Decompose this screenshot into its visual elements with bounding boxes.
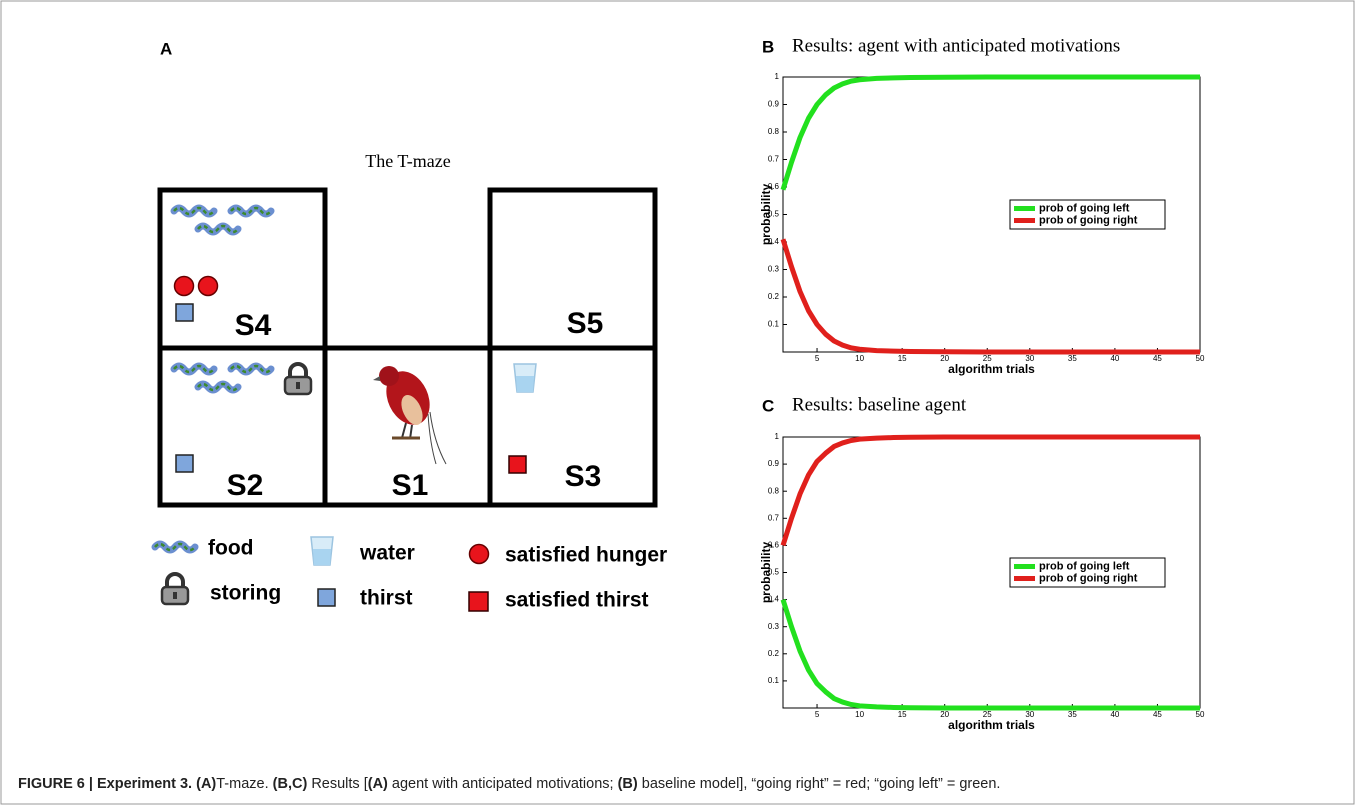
y-tick-label: 0.8: [768, 486, 780, 495]
legend-label: prob of going right: [1039, 572, 1138, 584]
chart-title: Results: agent with anticipated motivati…: [792, 35, 1120, 56]
y-tick-label: 0.6: [768, 182, 780, 191]
legend-label: satisfied hunger: [505, 544, 667, 567]
series-line: [780, 238, 1200, 355]
x-tick-label: 10: [855, 710, 864, 719]
x-tick-label: 30: [1025, 710, 1034, 719]
maze-icons: [174, 208, 537, 474]
legend-label: prob of going left: [1039, 202, 1130, 214]
x-tick-label: 15: [898, 354, 907, 363]
panel-label: B: [762, 37, 774, 56]
y-tick-label: 0.9: [768, 100, 780, 109]
x-axis-label: algorithm trials: [948, 362, 1035, 376]
y-tick-label: 0.3: [768, 622, 780, 631]
state-label: S3: [565, 460, 602, 493]
x-tick-label: 20: [940, 354, 949, 363]
y-axis-label: probability: [759, 542, 773, 604]
legend-label: water: [359, 542, 415, 565]
y-tick-label: 0.5: [768, 210, 780, 219]
chart-title: Results: baseline agent: [792, 394, 967, 415]
caption-text: baseline model], “going right” = red; “g…: [637, 776, 1001, 792]
caption-text: FIGURE 6 | Experiment 3.: [18, 776, 197, 792]
y-tick-label: 0.2: [768, 292, 780, 301]
caption-text: Results [: [307, 776, 368, 792]
x-tick-label: 35: [1068, 710, 1077, 719]
legend-label: food: [208, 537, 253, 560]
x-tick-label: 40: [1110, 354, 1119, 363]
series-line: [780, 74, 1200, 191]
series-line: [780, 434, 1200, 547]
series-line: [780, 598, 1200, 711]
state-label: S2: [227, 469, 264, 502]
x-tick-label: 50: [1196, 354, 1205, 363]
legend-box: [1009, 557, 1166, 588]
x-tick-label: 25: [983, 710, 992, 719]
x-tick-label: 5: [815, 354, 820, 363]
maze-walls: [157, 187, 658, 508]
caption-text: (B,C): [272, 776, 308, 792]
y-tick-label: 0.1: [768, 320, 780, 329]
x-tick-label: 30: [1025, 354, 1034, 363]
y-tick-label: 0.7: [768, 155, 780, 164]
caption: FIGURE 6 | Experiment 3. (A)T-maze. (B,C…: [18, 776, 1000, 792]
x-tick-label: 40: [1110, 710, 1119, 719]
y-tick-label: 0.6: [768, 541, 780, 550]
x-tick-label: 45: [1153, 710, 1162, 719]
legend-label: prob of going right: [1039, 214, 1138, 226]
x-tick-label: 10: [855, 354, 864, 363]
legend-label: storing: [210, 582, 281, 605]
y-tick-label: 0.7: [768, 513, 780, 522]
y-tick-label: 0.2: [768, 649, 780, 658]
y-tick-label: 0.4: [768, 595, 780, 604]
y-tick-label: 0.3: [768, 265, 780, 274]
state-label: S4: [235, 309, 272, 342]
caption-text: T-maze.: [216, 776, 273, 792]
x-tick-label: 15: [898, 710, 907, 719]
y-tick-label: 0.4: [768, 237, 780, 246]
caption-text: (A): [367, 776, 388, 792]
maze-legend: [155, 536, 490, 612]
x-tick-label: 20: [940, 710, 949, 719]
panel-label: A: [160, 39, 172, 58]
bird: [373, 366, 447, 465]
y-tick-label: 0.8: [768, 127, 780, 136]
x-tick-label: 50: [1196, 710, 1205, 719]
legend-label: prob of going left: [1039, 560, 1130, 572]
legend-label: thirst: [360, 587, 413, 610]
x-tick-label: 45: [1153, 354, 1162, 363]
y-tick-label: 0.5: [768, 568, 780, 577]
caption-text: (B): [617, 776, 638, 792]
x-tick-label: 5: [815, 710, 820, 719]
y-tick-label: 1: [775, 72, 780, 81]
y-tick-label: 0.1: [768, 676, 780, 685]
legend-label: satisfied thirst: [505, 589, 649, 612]
maze-title: The T-maze: [365, 151, 450, 171]
y-tick-label: 1: [775, 432, 780, 441]
x-tick-label: 35: [1068, 354, 1077, 363]
x-axis-label: algorithm trials: [948, 718, 1035, 732]
x-tick-label: 25: [983, 354, 992, 363]
caption-text: agent with anticipated motivations;: [387, 776, 618, 792]
state-label: S1: [392, 469, 429, 502]
state-label: S5: [567, 307, 604, 340]
y-tick-label: 0.9: [768, 459, 780, 468]
panel-label: C: [762, 396, 774, 415]
caption-text: (A): [196, 776, 217, 792]
y-axis-label: probability: [759, 184, 773, 246]
legend-box: [1009, 199, 1166, 230]
